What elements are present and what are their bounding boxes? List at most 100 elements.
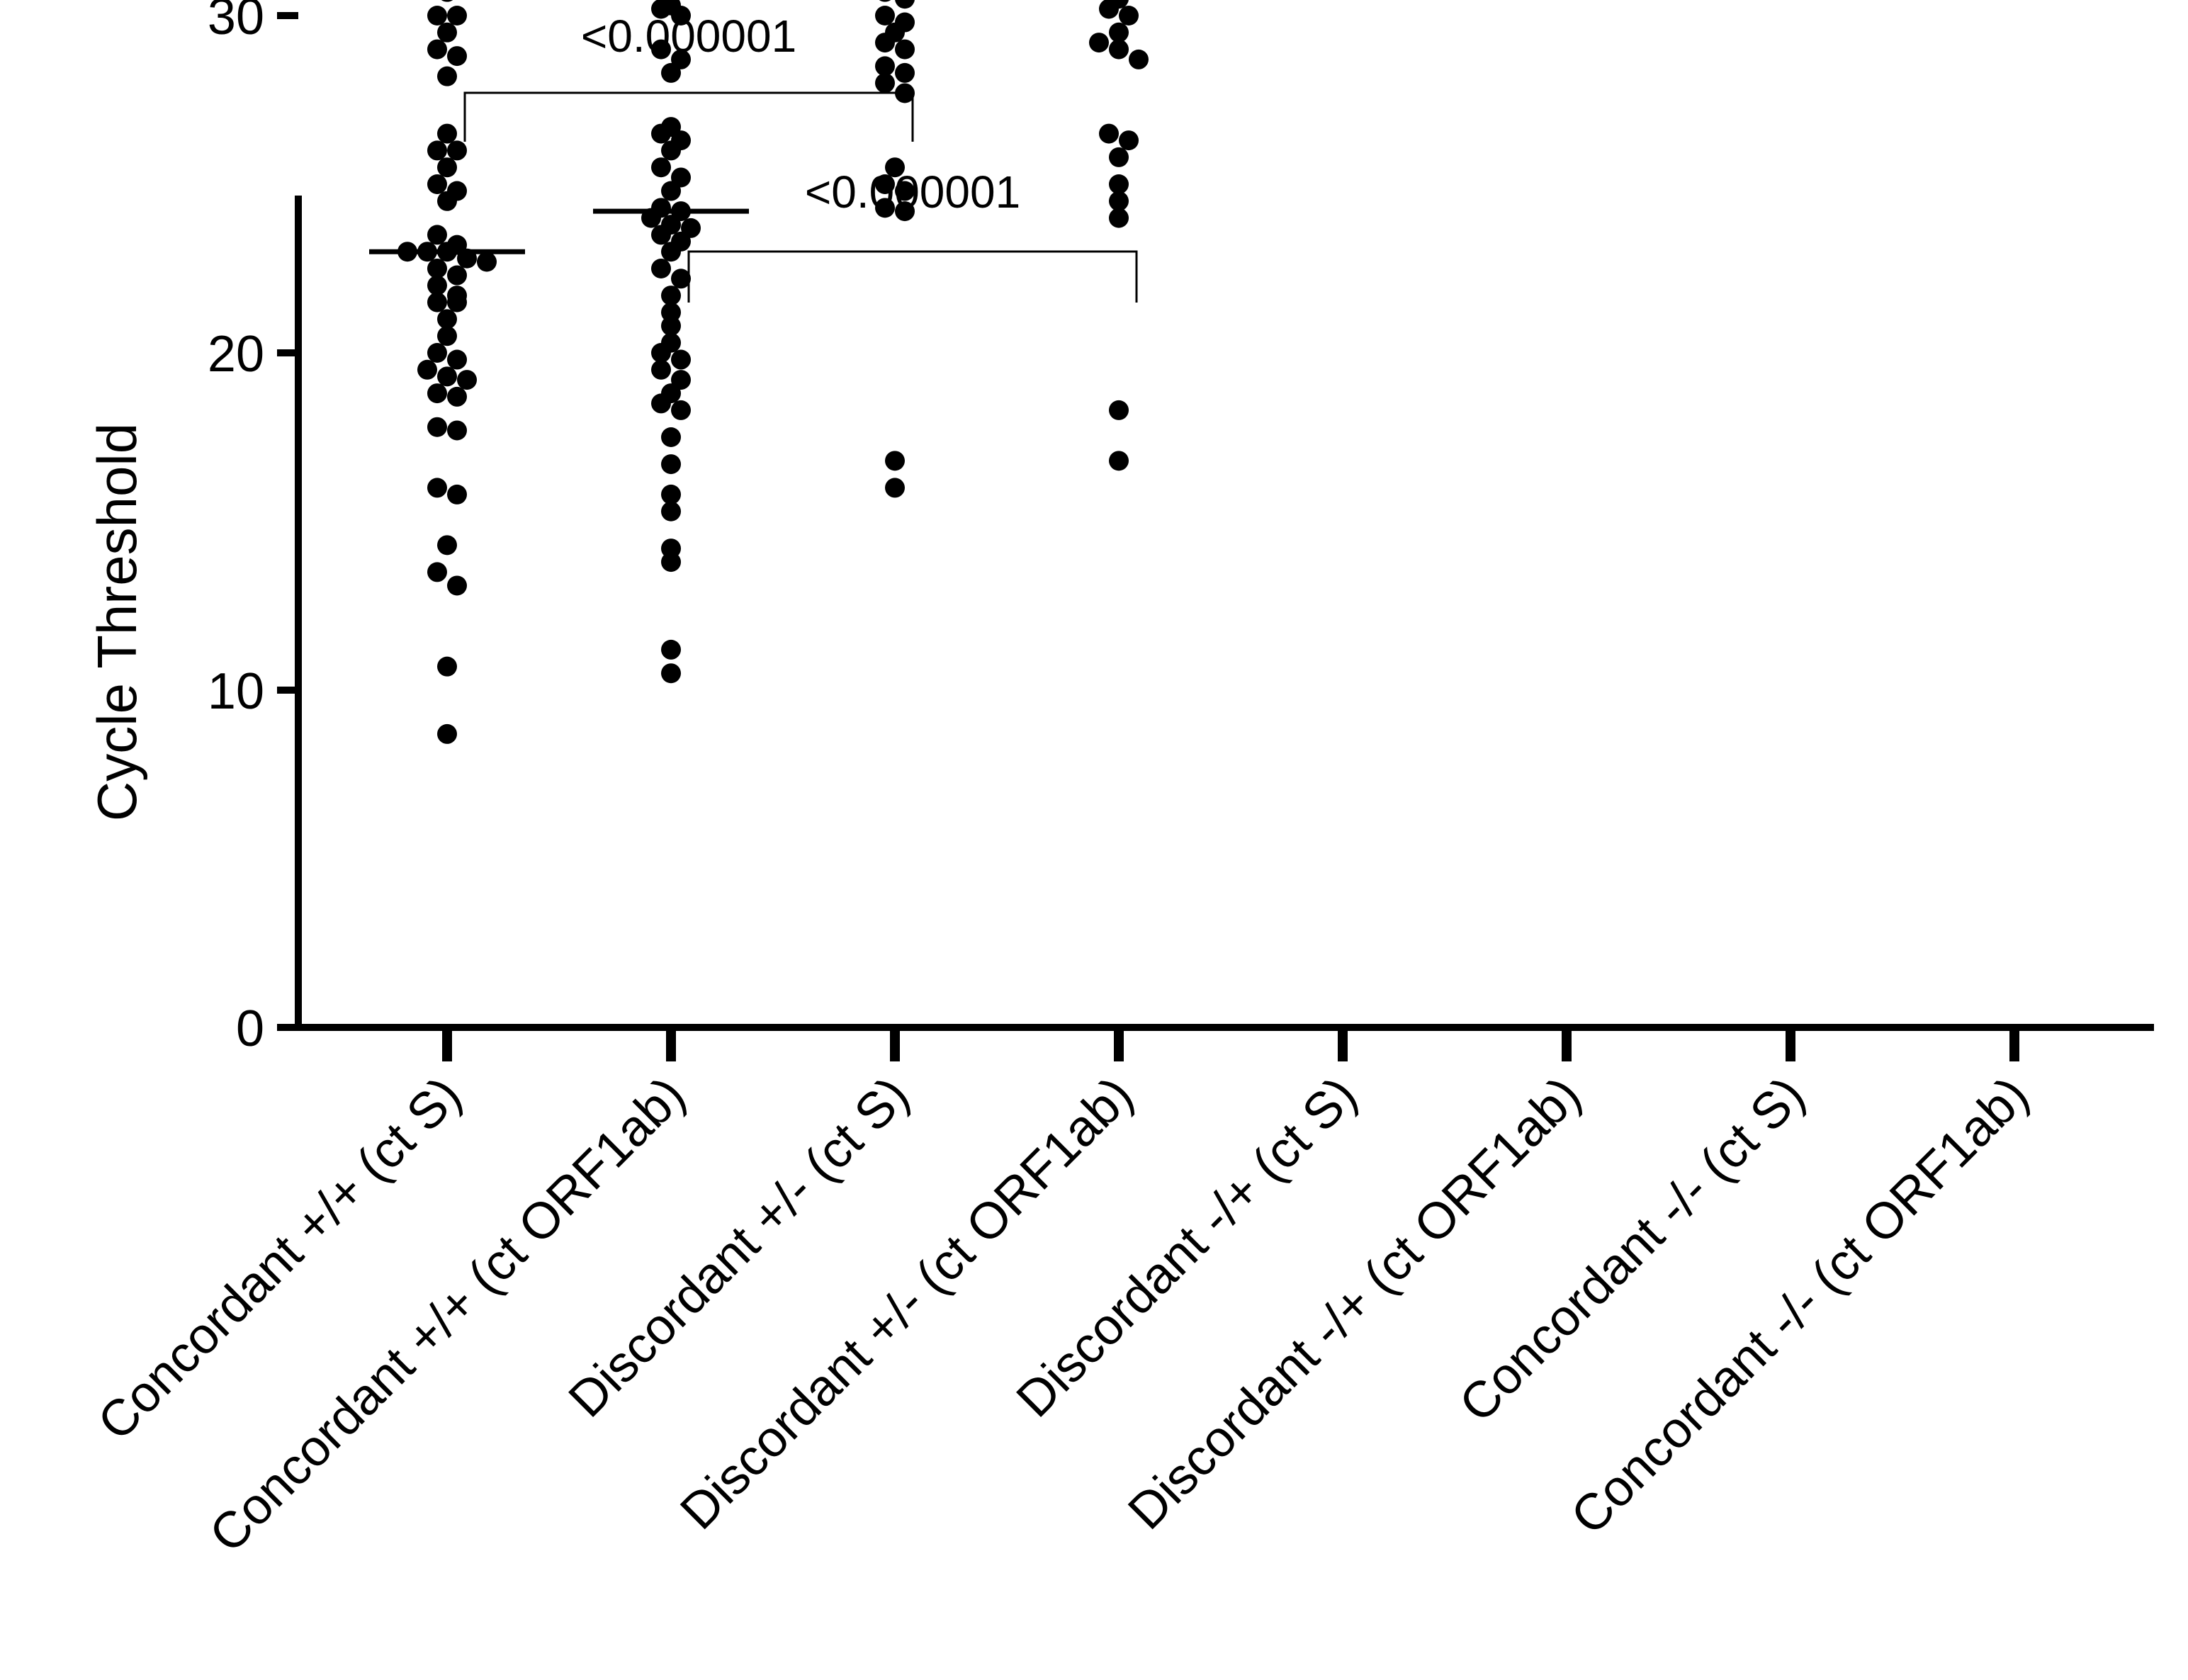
data-point-1 [661, 552, 681, 573]
data-point-3 [1109, 39, 1129, 60]
data-point-0 [437, 535, 457, 556]
data-point-0 [441, 0, 453, 2]
data-point-0 [437, 123, 457, 144]
data-point-0 [447, 420, 467, 441]
data-point-0 [437, 366, 457, 387]
data-point-1 [661, 62, 681, 83]
data-point-2 [885, 451, 905, 471]
comparison-bracket-0 [463, 91, 914, 142]
data-point-3 [1109, 147, 1129, 167]
data-point-2 [895, 181, 915, 201]
data-point-0 [427, 6, 447, 26]
x-tick-label-7: Concordant -/- (ct ORF1ab) [1560, 1066, 2039, 1545]
data-point-1 [661, 663, 681, 684]
data-point-0 [447, 265, 467, 286]
data-point-1 [661, 454, 681, 475]
data-point-1 [661, 181, 681, 201]
data-point-1 [661, 501, 681, 522]
points-layer [397, 0, 1149, 744]
data-point-2 [895, 201, 915, 222]
data-point-3 [1109, 451, 1129, 471]
data-point-0 [427, 275, 447, 295]
p-value-label-1: <0.000001 [805, 167, 1020, 218]
data-point-3 [1129, 49, 1149, 69]
y-ticks-layer: 010203040 [208, 0, 298, 1057]
x-tick-label-5: Discordant -/+ (ct ORF1ab) [1117, 1066, 1591, 1540]
data-point-1 [661, 484, 681, 504]
y-axis-title: Cycle Threshold [86, 423, 148, 821]
data-point-2 [875, 56, 895, 77]
data-point-3 [1119, 6, 1139, 26]
data-point-2 [885, 478, 905, 498]
x-tick-label-0: Concordant +/+ (ct S) [87, 1066, 472, 1451]
y-tick-label-0: 0 [236, 1000, 264, 1057]
data-point-0 [437, 723, 457, 744]
data-point-1 [651, 39, 671, 60]
data-point-1 [671, 349, 691, 370]
x-tick-label-3: Discordant +/- (ct ORF1ab) [670, 1066, 1144, 1540]
data-point-0 [427, 417, 447, 437]
p-value-label-0: <0.000001 [581, 11, 796, 62]
data-point-1 [671, 400, 691, 420]
data-point-2 [879, 0, 891, 2]
data-point-0 [437, 191, 457, 211]
data-point-3 [1099, 123, 1119, 144]
data-point-2 [875, 174, 895, 194]
data-point-1 [671, 269, 691, 289]
data-point-3 [1109, 174, 1129, 194]
data-point-0 [447, 46, 467, 67]
data-point-1 [651, 157, 671, 178]
data-point-1 [651, 393, 671, 414]
data-point-1 [651, 0, 671, 19]
data-point-0 [417, 359, 437, 380]
data-point-0 [447, 484, 467, 504]
data-point-1 [651, 225, 671, 245]
data-point-0 [427, 174, 447, 194]
data-point-0 [477, 252, 497, 272]
data-point-2 [895, 39, 915, 60]
axes-layer [295, 196, 2154, 1031]
data-point-3 [1109, 400, 1129, 420]
data-point-1 [661, 140, 681, 161]
data-point-3 [1119, 130, 1139, 151]
data-point-0 [447, 292, 467, 312]
data-point-0 [427, 140, 447, 161]
data-point-1 [651, 259, 671, 278]
comparison-bracket-1 [687, 250, 1138, 303]
data-point-3 [1109, 191, 1129, 211]
data-point-0 [437, 157, 457, 178]
data-point-0 [437, 309, 457, 329]
data-point-3 [1109, 208, 1129, 228]
medians-layer [369, 208, 749, 254]
data-point-1 [661, 315, 681, 336]
data-point-0 [427, 383, 447, 404]
y-tick-label-10: 10 [208, 663, 264, 720]
data-point-2 [875, 33, 895, 53]
data-point-0 [437, 22, 457, 43]
data-point-0 [457, 370, 477, 390]
data-point-1 [661, 286, 681, 306]
data-point-3 [1089, 33, 1109, 53]
y-tick-label-20: 20 [208, 326, 264, 383]
data-point-0 [447, 6, 467, 26]
x-ticks-layer: Concordant +/+ (ct S)Concordant +/+ (ct … [87, 1027, 2039, 1563]
y-tick-label-30: 30 [208, 0, 264, 45]
brackets-layer: <0.000001 <0.000001 [463, 11, 1138, 303]
data-point-0 [437, 66, 457, 86]
data-point-0 [427, 292, 447, 312]
data-point-0 [437, 656, 457, 677]
data-point-1 [651, 359, 671, 380]
data-point-1 [651, 343, 671, 363]
data-point-2 [885, 157, 905, 178]
data-point-1 [661, 427, 681, 447]
x-tick-label-1: Concordant +/+ (ct ORF1ab) [199, 1066, 697, 1564]
data-point-3 [1109, 22, 1129, 43]
data-point-1 [661, 639, 681, 660]
data-point-0 [427, 343, 447, 363]
data-point-0 [427, 478, 447, 498]
data-point-2 [875, 198, 895, 218]
data-point-3 [1099, 0, 1119, 19]
data-point-0 [447, 575, 467, 596]
data-point-0 [437, 326, 457, 346]
